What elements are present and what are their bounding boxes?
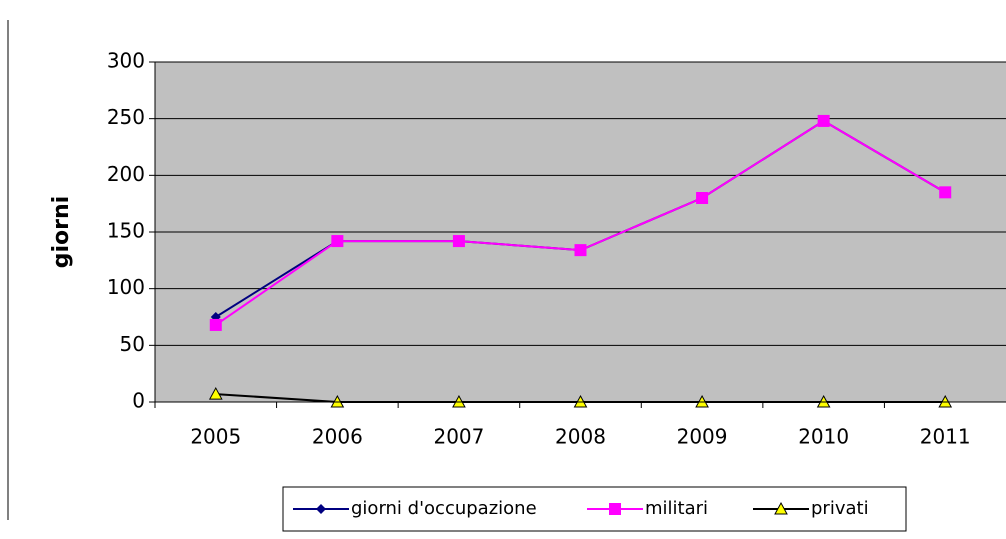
data-point <box>209 318 222 331</box>
x-tick-label: 2010 <box>798 425 849 449</box>
legend-marker <box>316 504 326 514</box>
y-tick-label: 250 <box>107 105 145 129</box>
y-tick-label: 150 <box>107 219 145 243</box>
data-point <box>208 387 223 400</box>
legend-marker <box>774 501 788 515</box>
x-tick-label: 2007 <box>433 425 484 449</box>
data-point <box>817 114 830 127</box>
x-tick-label: 2008 <box>555 425 606 449</box>
y-tick-label: 200 <box>107 162 145 186</box>
y-axis-label: giorni <box>49 196 74 268</box>
data-point <box>331 235 344 248</box>
y-tick-label: 100 <box>107 275 145 299</box>
x-tick-label: 2011 <box>920 425 971 449</box>
legend-label: privati <box>811 498 869 519</box>
x-tick-label: 2005 <box>190 425 241 449</box>
data-point <box>452 235 465 248</box>
y-tick-label: 50 <box>120 332 145 356</box>
data-point <box>696 192 709 204</box>
y-tick-label: 300 <box>107 49 145 73</box>
data-point <box>574 244 587 257</box>
x-tick-label: 2006 <box>312 425 363 449</box>
legend-marker <box>609 503 621 515</box>
data-point <box>939 186 952 199</box>
x-tick-label: 2009 <box>677 425 728 449</box>
legend-label: giorni d'occupazione <box>351 498 537 519</box>
y-tick-label: 0 <box>132 389 145 413</box>
legend-label: militari <box>645 498 708 519</box>
